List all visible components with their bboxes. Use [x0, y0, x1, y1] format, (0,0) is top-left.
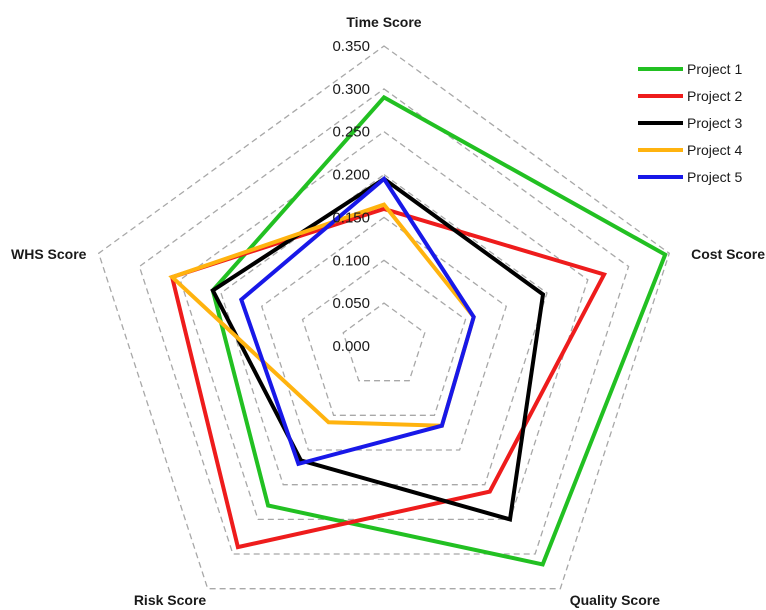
tick-label-4: 0.200: [332, 167, 370, 184]
series-5-line: [238, 175, 476, 467]
series-4-line: [168, 202, 476, 428]
legend-label-4: Project 4: [687, 142, 742, 158]
radar-series: [168, 94, 668, 567]
tick-label-7: 0.350: [332, 38, 370, 55]
tick-label-3: 0.150: [332, 209, 370, 226]
tick-label-2: 0.100: [332, 252, 370, 269]
tick-label-0: 0.000: [332, 338, 370, 355]
grid-ring-2: [301, 259, 467, 416]
series-3-line: [210, 176, 546, 522]
axis-label-time-score: Time Score: [346, 14, 421, 30]
axis-labels: Time Score Cost Score Quality Score Risk Sc…: [11, 14, 765, 608]
tick-label-6: 0.300: [332, 81, 370, 98]
legend: Project 1 Project 2 Project 3 Project 4 Proj…: [638, 61, 742, 185]
tick-label-5: 0.250: [332, 124, 370, 141]
axis-label-quality-score: Quality Score: [570, 592, 660, 608]
grid-ring-7: [97, 45, 671, 590]
series-1-line: [210, 94, 668, 567]
grid-ring-5: [179, 130, 589, 521]
tick-label-1: 0.050: [332, 295, 370, 312]
axis-label-risk-score: Risk Score: [134, 592, 207, 608]
legend-label-3: Project 3: [687, 115, 742, 131]
axis-label-whs-score: WHS Score: [11, 246, 87, 262]
legend-label-1: Project 1: [687, 61, 742, 77]
grid-ring-1: [342, 302, 426, 382]
grid-ring-6: [138, 88, 630, 555]
grid-ring-3: [260, 216, 508, 451]
legend-label-2: Project 2: [687, 88, 742, 104]
legend-label-5: Project 5: [687, 169, 742, 185]
axis-label-cost-score: Cost Score: [691, 246, 765, 262]
radial-tick-labels: 0.000 0.050 0.100 0.150 0.200 0.250 0.300 0.350: [332, 38, 370, 355]
